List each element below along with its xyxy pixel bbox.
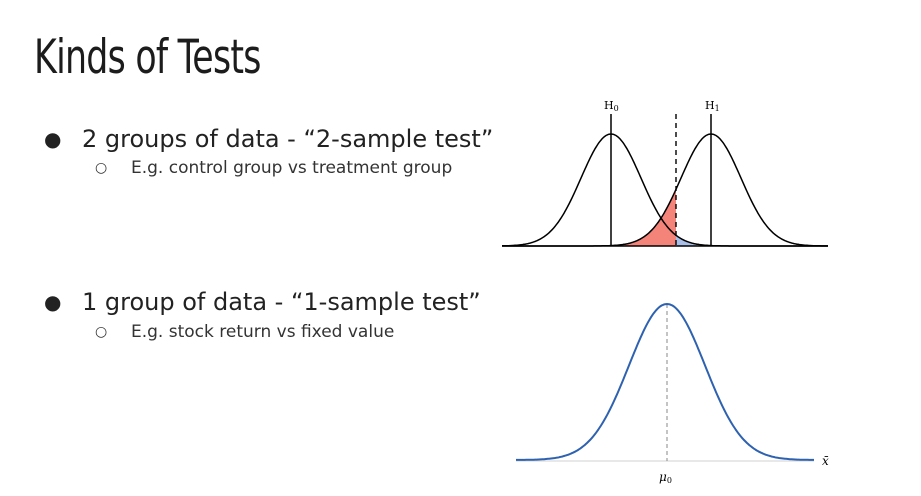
x-bar-label: x̄ — [822, 454, 829, 468]
sub-bullet-item-control-treatment: ○ E.g. control group vs treatment group — [95, 158, 452, 178]
bullet-text: 1 group of data - “1-sample test” — [82, 288, 481, 316]
alpha-region-shading — [590, 189, 676, 246]
h0-distribution-curve — [502, 133, 828, 247]
h1-label: H1 — [705, 99, 720, 113]
bullet-marker: ● — [44, 127, 62, 151]
h1-distribution-curve — [502, 133, 828, 247]
sub-bullet-item-stock-return: ○ E.g. stock return vs fixed value — [95, 322, 394, 342]
one-sample-distribution-figure: μ0 x̄ — [516, 302, 829, 485]
slide-title: Kinds of Tests — [34, 30, 261, 85]
sub-bullet-marker: ○ — [95, 160, 108, 176]
bullet-marker: ● — [44, 290, 62, 314]
bullet-text: 2 groups of data - “2-sample test” — [82, 125, 494, 153]
h0-label: H0 — [604, 99, 619, 113]
sub-bullet-marker: ○ — [95, 324, 108, 340]
sampling-distribution-curve — [516, 302, 814, 461]
bullet-item-one-sample: ● 1 group of data - “1-sample test” — [44, 288, 481, 316]
bullet-item-two-sample: ● 2 groups of data - “2-sample test” — [44, 125, 493, 153]
sub-bullet-text: E.g. stock return vs fixed value — [131, 322, 395, 342]
mu0-label: μ0 — [659, 470, 672, 485]
beta-region-shading — [676, 235, 730, 246]
two-sample-distribution-figure: H0 H1 — [502, 99, 828, 247]
sub-bullet-text: E.g. control group vs treatment group — [131, 158, 453, 178]
